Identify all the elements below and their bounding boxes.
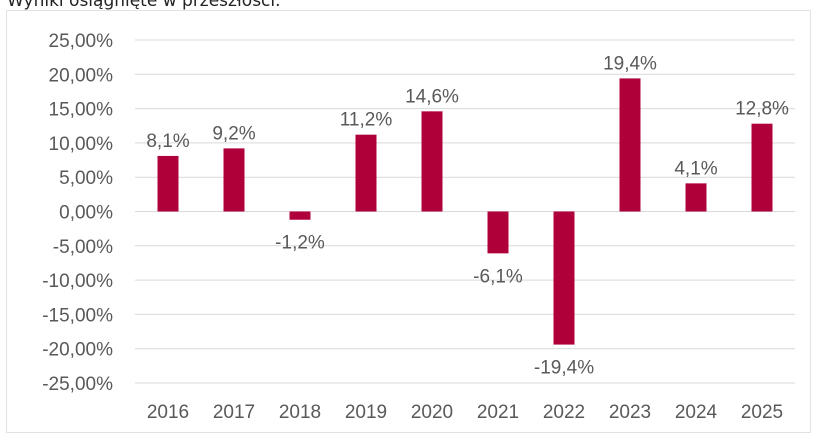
bar <box>619 78 641 212</box>
data-label: 12,8% <box>735 99 789 120</box>
data-label: 4,1% <box>674 158 717 179</box>
x-tick-label: 2016 <box>147 402 189 423</box>
x-tick-label: 2021 <box>477 402 519 423</box>
bar <box>487 211 509 254</box>
data-label: 11,2% <box>340 110 393 131</box>
x-tick-label: 2024 <box>675 402 718 423</box>
bar <box>553 211 575 345</box>
chart-frame <box>6 10 811 433</box>
bar <box>223 148 245 212</box>
y-tick-label: 10,00% <box>49 134 114 155</box>
x-tick-label: 2019 <box>345 402 387 423</box>
y-tick-label: 0,00% <box>59 203 113 224</box>
bar <box>685 183 707 212</box>
chart-caption: Wyniki osiągnięte w przeszłości. <box>7 0 281 11</box>
x-tick-label: 2023 <box>609 402 651 423</box>
x-tick-label: 2020 <box>411 402 453 423</box>
data-label: 19,4% <box>603 53 657 74</box>
y-tick-label: -20,00% <box>42 340 113 361</box>
y-tick-label: -25,00% <box>42 374 113 395</box>
y-tick-label: 25,00% <box>49 31 114 52</box>
y-tick-label: -15,00% <box>42 305 113 326</box>
x-tick-label: 2018 <box>279 402 321 423</box>
x-tick-label: 2022 <box>543 402 585 423</box>
bar <box>157 155 179 212</box>
data-label: 8,1% <box>146 131 189 152</box>
data-label: 14,6% <box>405 86 459 107</box>
bar <box>751 123 773 212</box>
x-tick-label: 2017 <box>213 402 255 423</box>
bar <box>289 211 311 220</box>
y-tick-label: -5,00% <box>53 237 113 258</box>
data-label: -19,4% <box>534 358 594 379</box>
y-tick-label: 15,00% <box>49 100 114 121</box>
data-label: -1,2% <box>275 233 325 254</box>
x-tick-label: 2025 <box>741 402 783 423</box>
y-tick-label: 5,00% <box>59 168 113 189</box>
data-label: 9,2% <box>212 123 255 144</box>
bar <box>355 134 377 212</box>
bar <box>421 111 443 212</box>
y-tick-label: 20,00% <box>49 65 114 86</box>
data-label: -6,1% <box>473 266 523 287</box>
y-tick-label: -10,00% <box>42 271 113 292</box>
